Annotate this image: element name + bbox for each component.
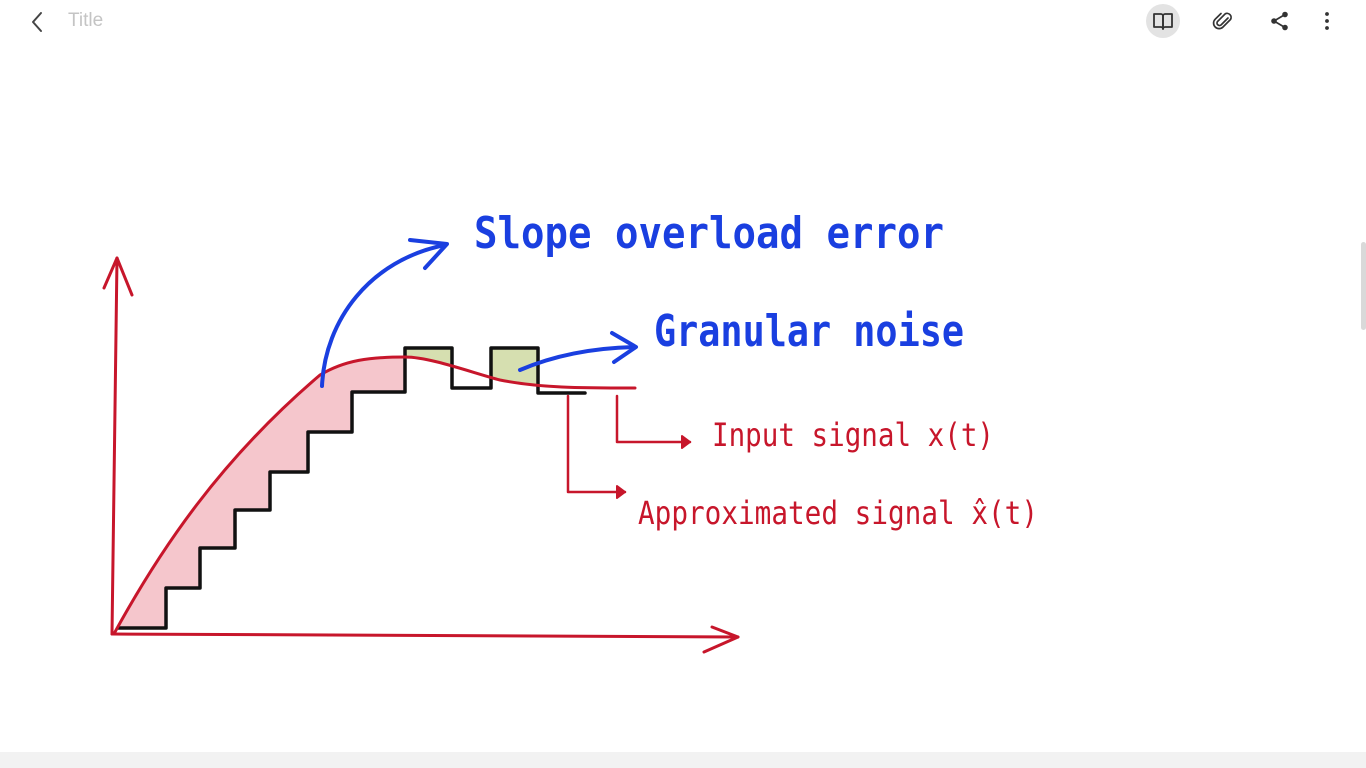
x-axis xyxy=(110,632,740,639)
attach-button[interactable] xyxy=(1206,4,1240,38)
input-signal-leader xyxy=(615,394,692,444)
more-options-button[interactable] xyxy=(1310,4,1344,38)
granular-box-1-fill xyxy=(405,348,452,365)
granular-noise-label: Granular noise xyxy=(654,306,964,357)
read-mode-button[interactable] xyxy=(1146,4,1180,38)
granular-box-2-fill xyxy=(491,348,538,385)
bottom-bar xyxy=(0,752,1366,768)
vertical-scrollbar[interactable] xyxy=(1361,242,1366,330)
handwriting-drawing: Slope overload error Granular noise Inpu… xyxy=(102,208,1038,654)
input-signal-label: Input signal x(t) xyxy=(712,416,994,454)
slope-overload-fill xyxy=(115,357,405,632)
approximated-staircase xyxy=(116,346,587,630)
y-axis-arrowhead xyxy=(102,256,134,297)
slope-overload-arrowhead xyxy=(408,238,449,270)
granular-noise-arrowhead xyxy=(610,331,638,364)
back-button[interactable] xyxy=(22,6,54,38)
input-signal-leader-arrow xyxy=(681,435,691,449)
slope-overload-arrow xyxy=(320,243,447,388)
top-toolbar xyxy=(0,0,1366,44)
granular-noise-arrow xyxy=(518,345,636,372)
approx-signal-leader xyxy=(566,394,627,494)
input-signal-curve xyxy=(113,355,637,634)
share-button[interactable] xyxy=(1263,4,1297,38)
note-canvas[interactable]: Slope overload error Granular noise Inpu… xyxy=(0,44,1366,752)
book-open-icon xyxy=(1153,13,1173,30)
approx-signal-leader-arrow xyxy=(616,485,626,499)
x-axis-arrowhead xyxy=(702,625,740,654)
slope-overload-label: Slope overload error xyxy=(474,208,944,259)
y-axis xyxy=(110,256,119,636)
more-vertical-icon xyxy=(1325,12,1329,30)
share-icon xyxy=(1271,11,1288,31)
approx-signal-label: Approximated signal x̂(t) xyxy=(638,494,1038,532)
paperclip-icon xyxy=(1212,12,1232,30)
chevron-left-icon xyxy=(32,12,42,32)
title-input[interactable] xyxy=(62,8,374,34)
